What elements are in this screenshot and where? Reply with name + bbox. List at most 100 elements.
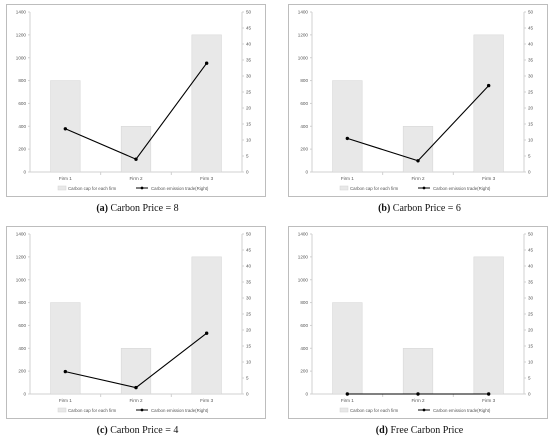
- legend-bar-swatch: [339, 185, 349, 191]
- right-tick-label: 0: [246, 392, 249, 397]
- bar: [402, 348, 434, 395]
- x-tick-label: Firm 3: [200, 398, 213, 403]
- bar: [473, 256, 504, 395]
- right-tick-label: 5: [528, 154, 531, 159]
- left-tick-label: 600: [300, 323, 308, 328]
- right-tick-label: 25: [246, 90, 252, 95]
- right-tick-label: 45: [528, 248, 534, 253]
- caption-text: Carbon Price = 6: [392, 203, 461, 214]
- right-tick-label: 20: [246, 328, 252, 333]
- left-tick-label: 1000: [298, 277, 309, 282]
- left-tick-label: 600: [18, 101, 26, 106]
- right-tick-label: 50: [246, 232, 252, 237]
- chart-svg: 0 200 400 600 800 1000 1200 1400 0 5 10 15 20 25 30 35 4…: [6, 4, 266, 197]
- x-tick-label: Firm 3: [482, 176, 495, 181]
- left-tick-label: 400: [18, 346, 26, 351]
- left-tick-label: 200: [18, 369, 26, 374]
- caption-text: Free Carbon Price: [390, 425, 464, 436]
- bar: [120, 126, 152, 173]
- caption-a: (a) Carbon Price = 8: [0, 203, 275, 214]
- right-tick-label: 35: [246, 58, 252, 63]
- right-tick-label: 25: [246, 312, 252, 317]
- bar: [332, 80, 363, 173]
- right-tick-label: 0: [528, 392, 531, 397]
- legend-bar-label: Carbon cap for each firm: [350, 408, 399, 413]
- trade-point: [416, 392, 420, 396]
- legend-bar-swatch: [57, 407, 67, 413]
- right-tick-label: 50: [528, 232, 534, 237]
- right-tick-label: 25: [528, 312, 534, 317]
- right-tick-label: 15: [528, 344, 534, 349]
- right-tick-label: 40: [528, 42, 534, 47]
- left-tick-label: 1400: [16, 10, 27, 15]
- trade-point: [63, 127, 68, 131]
- left-tick-label: 800: [300, 78, 308, 83]
- left-tick-label: 1200: [16, 254, 27, 259]
- chart-svg: 0 200 400 600 800 1000 1200 1400 0 5 10 15 20 25 30 35 4…: [288, 226, 548, 419]
- caption-letter: (d): [375, 425, 388, 436]
- left-tick-label: 400: [300, 124, 308, 129]
- left-tick-label: 800: [18, 300, 26, 305]
- right-tick-label: 45: [246, 26, 252, 31]
- right-tick-label: 45: [528, 26, 534, 31]
- chart-svg: 0 200 400 600 800 1000 1200 1400 0 5 10 15 20 25 30 35 4…: [288, 4, 548, 197]
- right-tick-label: 10: [246, 138, 252, 143]
- left-tick-label: 1000: [16, 277, 27, 282]
- caption-letter: (b): [378, 203, 391, 214]
- right-tick-label: 20: [528, 328, 534, 333]
- x-tick-label: Firm 3: [482, 398, 495, 403]
- right-tick-label: 10: [528, 360, 534, 365]
- legend-line-marker: [422, 186, 426, 190]
- left-tick-label: 1000: [16, 55, 27, 60]
- bar: [332, 302, 363, 395]
- x-tick-label: Firm 2: [129, 398, 142, 403]
- legend-bar-label: Carbon cap for each firm: [68, 186, 117, 191]
- left-tick-label: 200: [300, 369, 308, 374]
- legend-line-marker: [422, 408, 426, 412]
- x-tick-label: Firm 2: [411, 398, 424, 403]
- left-tick-label: 1400: [298, 232, 309, 237]
- bar: [50, 302, 81, 395]
- right-tick-label: 40: [528, 264, 534, 269]
- left-tick-label: 0: [305, 392, 308, 397]
- right-tick-label: 30: [246, 74, 252, 79]
- right-tick-label: 5: [528, 376, 531, 381]
- trade-point: [63, 369, 68, 374]
- chart-svg: 0 200 400 600 800 1000 1200 1400 0 5 10 15 20 25 30 35 4…: [6, 226, 266, 419]
- left-tick-label: 800: [18, 78, 26, 83]
- right-tick-label: 35: [528, 280, 534, 285]
- right-tick-label: 45: [246, 248, 252, 253]
- caption-c: (c) Carbon Price = 4: [0, 425, 275, 436]
- right-tick-label: 35: [528, 58, 534, 63]
- trade-point: [416, 159, 420, 163]
- legend-line-label: Carbon emission trade(Right): [433, 408, 491, 413]
- x-tick-label: Firm 2: [411, 176, 424, 181]
- legend-line-label: Carbon emission trade(Right): [151, 186, 209, 191]
- right-tick-label: 15: [246, 344, 252, 349]
- caption-b: (b) Carbon Price = 6: [282, 203, 550, 214]
- bar: [50, 80, 81, 173]
- right-tick-label: 0: [246, 170, 249, 175]
- left-tick-label: 400: [300, 346, 308, 351]
- right-tick-label: 40: [246, 42, 252, 47]
- left-tick-label: 600: [300, 101, 308, 106]
- chart-panel-a: 0 200 400 600 800 1000 1200 1400 0 5 10 15 20 25 30 35 4…: [6, 4, 266, 197]
- caption-d: (d) Free Carbon Price: [282, 425, 550, 436]
- bar: [191, 34, 222, 173]
- right-tick-label: 20: [528, 106, 534, 111]
- legend-bar-swatch: [57, 185, 67, 191]
- right-tick-label: 15: [246, 122, 252, 127]
- x-tick-label: Firm 2: [129, 176, 142, 181]
- left-tick-label: 600: [18, 323, 26, 328]
- right-tick-label: 30: [528, 74, 534, 79]
- left-tick-label: 1400: [16, 232, 27, 237]
- left-tick-label: 1000: [298, 55, 309, 60]
- caption-text: Carbon Price = 4: [110, 425, 179, 436]
- x-tick-label: Firm 3: [200, 176, 213, 181]
- right-tick-label: 25: [528, 90, 534, 95]
- caption-letter: (a): [96, 203, 109, 214]
- right-tick-label: 30: [528, 296, 534, 301]
- bar: [191, 256, 222, 395]
- right-tick-label: 0: [528, 170, 531, 175]
- chart-panel-c: 0 200 400 600 800 1000 1200 1400 0 5 10 15 20 25 30 35 4…: [6, 226, 266, 419]
